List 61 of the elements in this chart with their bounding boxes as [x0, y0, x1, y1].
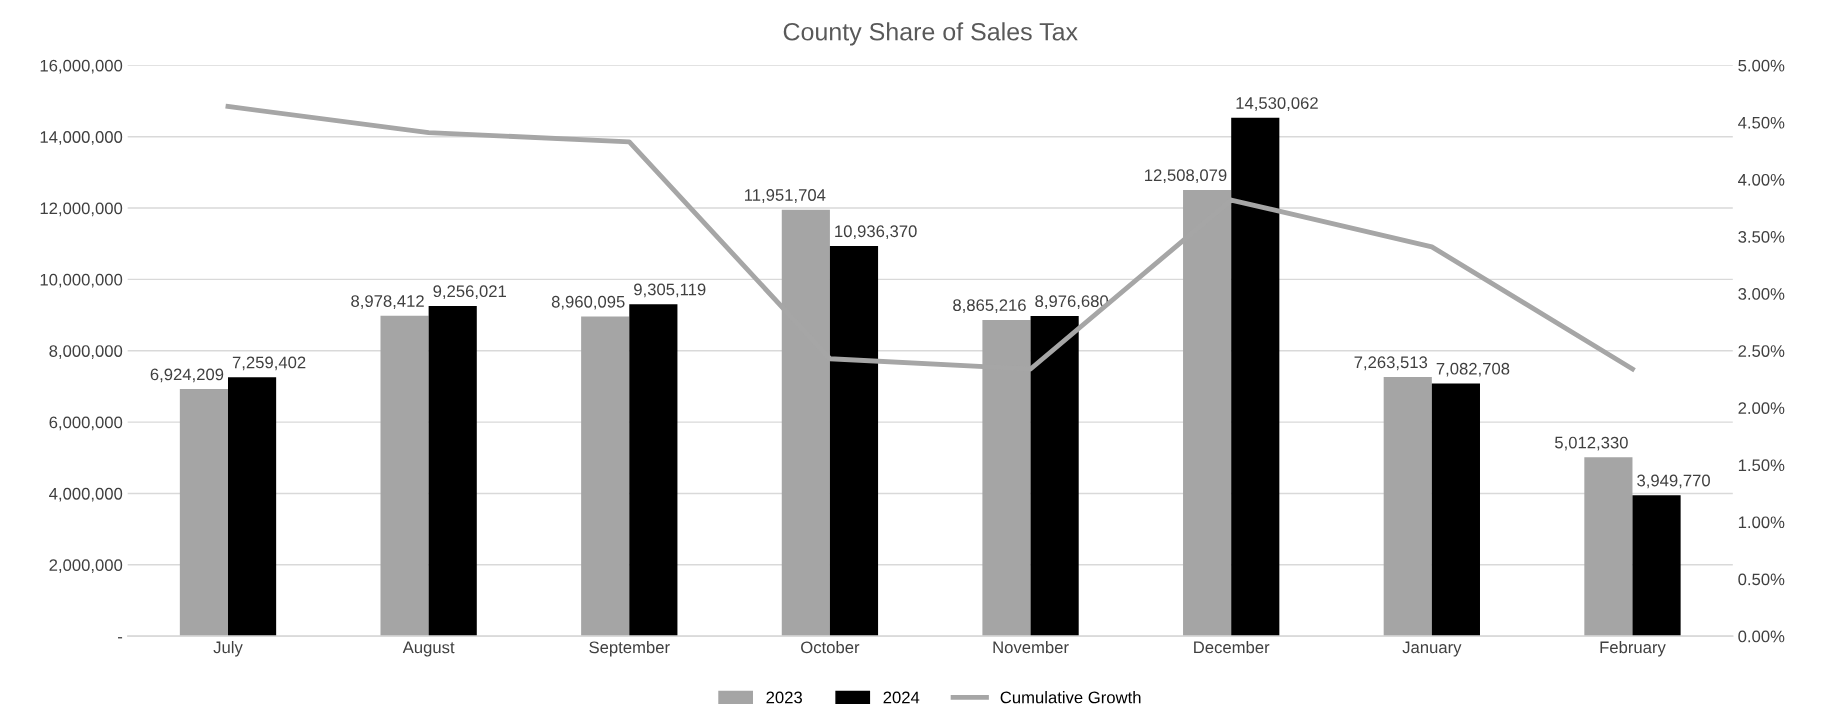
chart-title: County Share of Sales Tax: [783, 22, 1078, 46]
y2-tick-label: 4.50%: [1738, 116, 1785, 129]
x-tick-label: January: [1402, 641, 1462, 657]
bar: [1584, 457, 1633, 637]
x-tick-label: September: [589, 641, 670, 657]
bar: [228, 377, 277, 637]
y-tick-label: 10,000,000: [40, 273, 123, 288]
bar: [1383, 377, 1432, 637]
legend-label: 2024: [883, 691, 920, 704]
y-tick-label: 14,000,000: [40, 131, 123, 145]
data-label: 3,949,770: [1637, 474, 1710, 489]
legend-label: 2023: [766, 691, 802, 704]
x-tick-label: July: [213, 641, 243, 657]
bar: [829, 245, 879, 637]
y2-tick-label: 3.50%: [1738, 230, 1785, 243]
x-tick-label: October: [801, 641, 860, 654]
x-tick-label: December: [1194, 641, 1270, 654]
bar: [1030, 315, 1079, 637]
data-label: 7,263,513: [1354, 356, 1428, 371]
y2-tick-label: 2.00%: [1738, 402, 1785, 415]
data-label: 5,012,330: [1555, 436, 1628, 451]
x-tick-label: November: [993, 641, 1069, 654]
data-label: 14,530,062: [1236, 97, 1318, 111]
bar: [1431, 383, 1480, 637]
bar: [380, 315, 429, 637]
legend-label: Cumulative Growth: [1000, 691, 1141, 704]
y2-tick-label: 1.00%: [1738, 516, 1785, 529]
y2-tick-label: 5.00%: [1738, 59, 1785, 72]
data-label: 8,865,216: [953, 299, 1026, 313]
y-tick-label: 16,000,000: [40, 59, 123, 74]
y-tick-label: 2,000,000: [49, 559, 123, 573]
y2-tick-label: 1.50%: [1738, 459, 1785, 472]
data-label: 11,951,704: [745, 189, 826, 203]
data-label: 8,976,680: [1035, 295, 1109, 310]
y-tick-label: 8,000,000: [49, 345, 123, 359]
data-label: 9,305,119: [634, 283, 706, 298]
data-label: 7,082,708: [1436, 362, 1510, 377]
y2-tick-label: 3.00%: [1738, 288, 1785, 300]
data-label: 10,936,370: [835, 225, 917, 240]
data-label: 9,256,021: [433, 285, 506, 300]
data-label: 12,508,079: [1145, 169, 1227, 184]
bar: [428, 305, 477, 637]
bar: [1632, 495, 1681, 637]
y-tick-label: 6,000,000: [49, 416, 123, 431]
y-tick-label: 12,000,000: [40, 202, 123, 217]
data-label: 8,960,095: [551, 295, 625, 310]
bar: [1231, 117, 1280, 637]
x-tick-label: August: [402, 641, 455, 657]
data-label: 8,978,412: [351, 295, 424, 309]
x-tick-label: February: [1600, 641, 1666, 657]
data-label: 6,924,209: [150, 368, 224, 383]
y2-tick-label: 4.00%: [1738, 173, 1785, 186]
y-tick-label: 4,000,000: [49, 487, 123, 502]
y2-tick-label: 0.00%: [1738, 630, 1785, 643]
bar: [179, 389, 228, 637]
data-label: 7,259,402: [232, 356, 306, 371]
bar: [581, 316, 630, 637]
bar: [629, 304, 678, 637]
y2-tick-label: 2.50%: [1738, 345, 1785, 357]
y2-tick-label: 0.50%: [1738, 573, 1785, 586]
y-tick-label: -: [118, 637, 123, 639]
